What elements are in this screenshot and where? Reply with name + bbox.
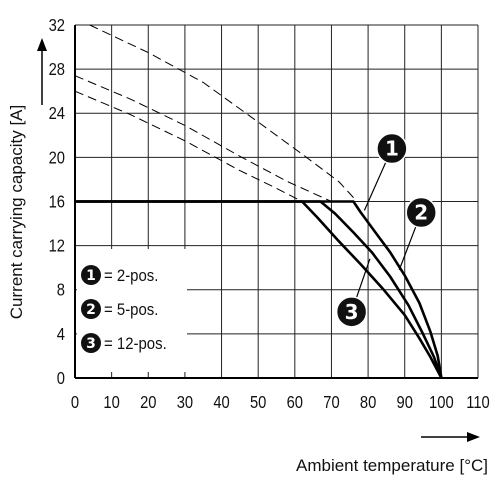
x-tick-label-10: 100: [429, 393, 454, 413]
x-tick-label-2: 20: [140, 393, 156, 413]
legend-label-1: = 2-pos.: [104, 267, 158, 285]
callout-badge-2: [405, 196, 437, 229]
curves: [74, 24, 443, 379]
x-tick-label-11: 110: [466, 393, 490, 413]
x-tick-label-1: 10: [103, 393, 119, 413]
y-tick-label-6: 24: [49, 104, 65, 124]
axes: [37, 25, 480, 442]
callout-number-3: 3: [345, 300, 359, 324]
legend: 1 = 2-pos. 2 = 5-pos. 3 = 12-pos.: [77, 249, 187, 372]
x-tick-label-9: 90: [397, 393, 413, 413]
legend-badge-number-2: 2: [86, 302, 96, 318]
y-tick-label-3: 12: [49, 236, 65, 256]
legend-badge-2: [81, 299, 101, 319]
legend-badge-number-1: 1: [86, 268, 96, 284]
y-axis-title: Current carrying capacity [A]: [7, 105, 26, 319]
y-tick-label-0: 0: [57, 369, 65, 389]
x-tick-label-7: 70: [323, 393, 339, 413]
callout-number-1: 1: [385, 137, 399, 161]
x-axis-title: Ambient temperature [°C]: [296, 456, 488, 475]
curve-dashed-1: [89, 24, 358, 202]
legend-badge-3: [81, 333, 101, 353]
y-tick-label-5: 20: [49, 148, 65, 168]
legend-badge-1: [81, 265, 101, 285]
curve-dashed-2: [74, 75, 332, 202]
callout-number-2: 2: [414, 201, 428, 225]
x-direction-arrow-head: [467, 432, 480, 442]
y-direction-arrow-head: [37, 38, 47, 51]
callout-badge-3: [335, 296, 368, 328]
curve-solid-2: [75, 200, 443, 379]
legend-badge-number-3: 3: [86, 336, 96, 352]
y-tick-label-4: 16: [49, 192, 65, 212]
y-tick-label-2: 8: [57, 280, 65, 300]
grid: [74, 24, 479, 379]
legend-label-2: = 5-pos.: [104, 301, 158, 319]
x-tick-label-6: 60: [287, 393, 303, 413]
curve-solid-1: [75, 200, 443, 379]
y-tick-label-1: 4: [57, 325, 65, 345]
y-tick-label-8: 32: [49, 16, 65, 36]
curve-callouts: 1 2 3: [335, 132, 437, 328]
y-tick-label-7: 28: [49, 60, 65, 80]
curve-solid-3: [75, 200, 443, 379]
x-tick-label-3: 30: [177, 393, 193, 413]
x-tick-label-5: 50: [250, 393, 266, 413]
x-tick-label-0: 0: [71, 393, 79, 413]
curve-dashed-3: [74, 90, 303, 202]
x-tick-label-8: 80: [360, 393, 376, 413]
callout-badge-1: [376, 132, 408, 165]
x-tick-label-4: 40: [213, 393, 229, 413]
legend-label-3: = 12-pos.: [104, 335, 167, 353]
